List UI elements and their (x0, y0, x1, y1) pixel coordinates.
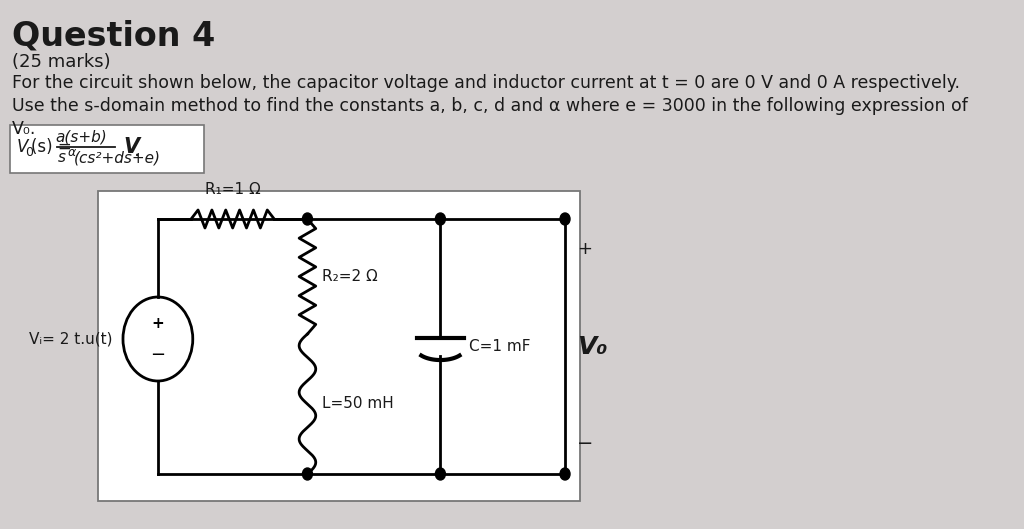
Circle shape (560, 468, 570, 480)
Text: α: α (68, 147, 76, 160)
Text: (s) =: (s) = (31, 138, 72, 156)
FancyBboxPatch shape (10, 125, 205, 173)
Text: (cs²+ds+e): (cs²+ds+e) (74, 150, 161, 166)
Text: s: s (58, 150, 67, 166)
Text: a(s+b): a(s+b) (55, 130, 108, 144)
Text: For the circuit shown below, the capacitor voltage and inductor current at t = 0: For the circuit shown below, the capacit… (11, 74, 959, 92)
Circle shape (435, 213, 445, 225)
Text: Use the s-domain method to find the constants a, b, c, d and α where e = 3000 in: Use the s-domain method to find the cons… (11, 97, 968, 115)
Text: +: + (577, 240, 592, 258)
Text: −: − (577, 434, 593, 453)
Text: L=50 mH: L=50 mH (323, 397, 394, 412)
Text: −: − (151, 346, 166, 364)
Text: V₀: V₀ (577, 334, 607, 359)
Text: +: + (152, 315, 164, 331)
Text: (25 marks): (25 marks) (11, 53, 111, 71)
Text: .: . (134, 141, 140, 160)
Circle shape (560, 213, 570, 225)
Text: V: V (16, 138, 28, 156)
Text: R₁=1 Ω: R₁=1 Ω (205, 182, 260, 197)
Text: C=1 mF: C=1 mF (469, 339, 531, 354)
Text: 0: 0 (25, 145, 33, 159)
Circle shape (435, 468, 445, 480)
Circle shape (302, 213, 312, 225)
Bar (98, 191, 580, 501)
Text: R₂=2 Ω: R₂=2 Ω (323, 269, 378, 284)
Text: V₀.: V₀. (11, 120, 36, 138)
Text: Question 4: Question 4 (11, 19, 215, 52)
Text: V: V (123, 137, 139, 157)
Text: Vᵢ= 2 t.u(t): Vᵢ= 2 t.u(t) (29, 332, 113, 346)
Circle shape (302, 468, 312, 480)
